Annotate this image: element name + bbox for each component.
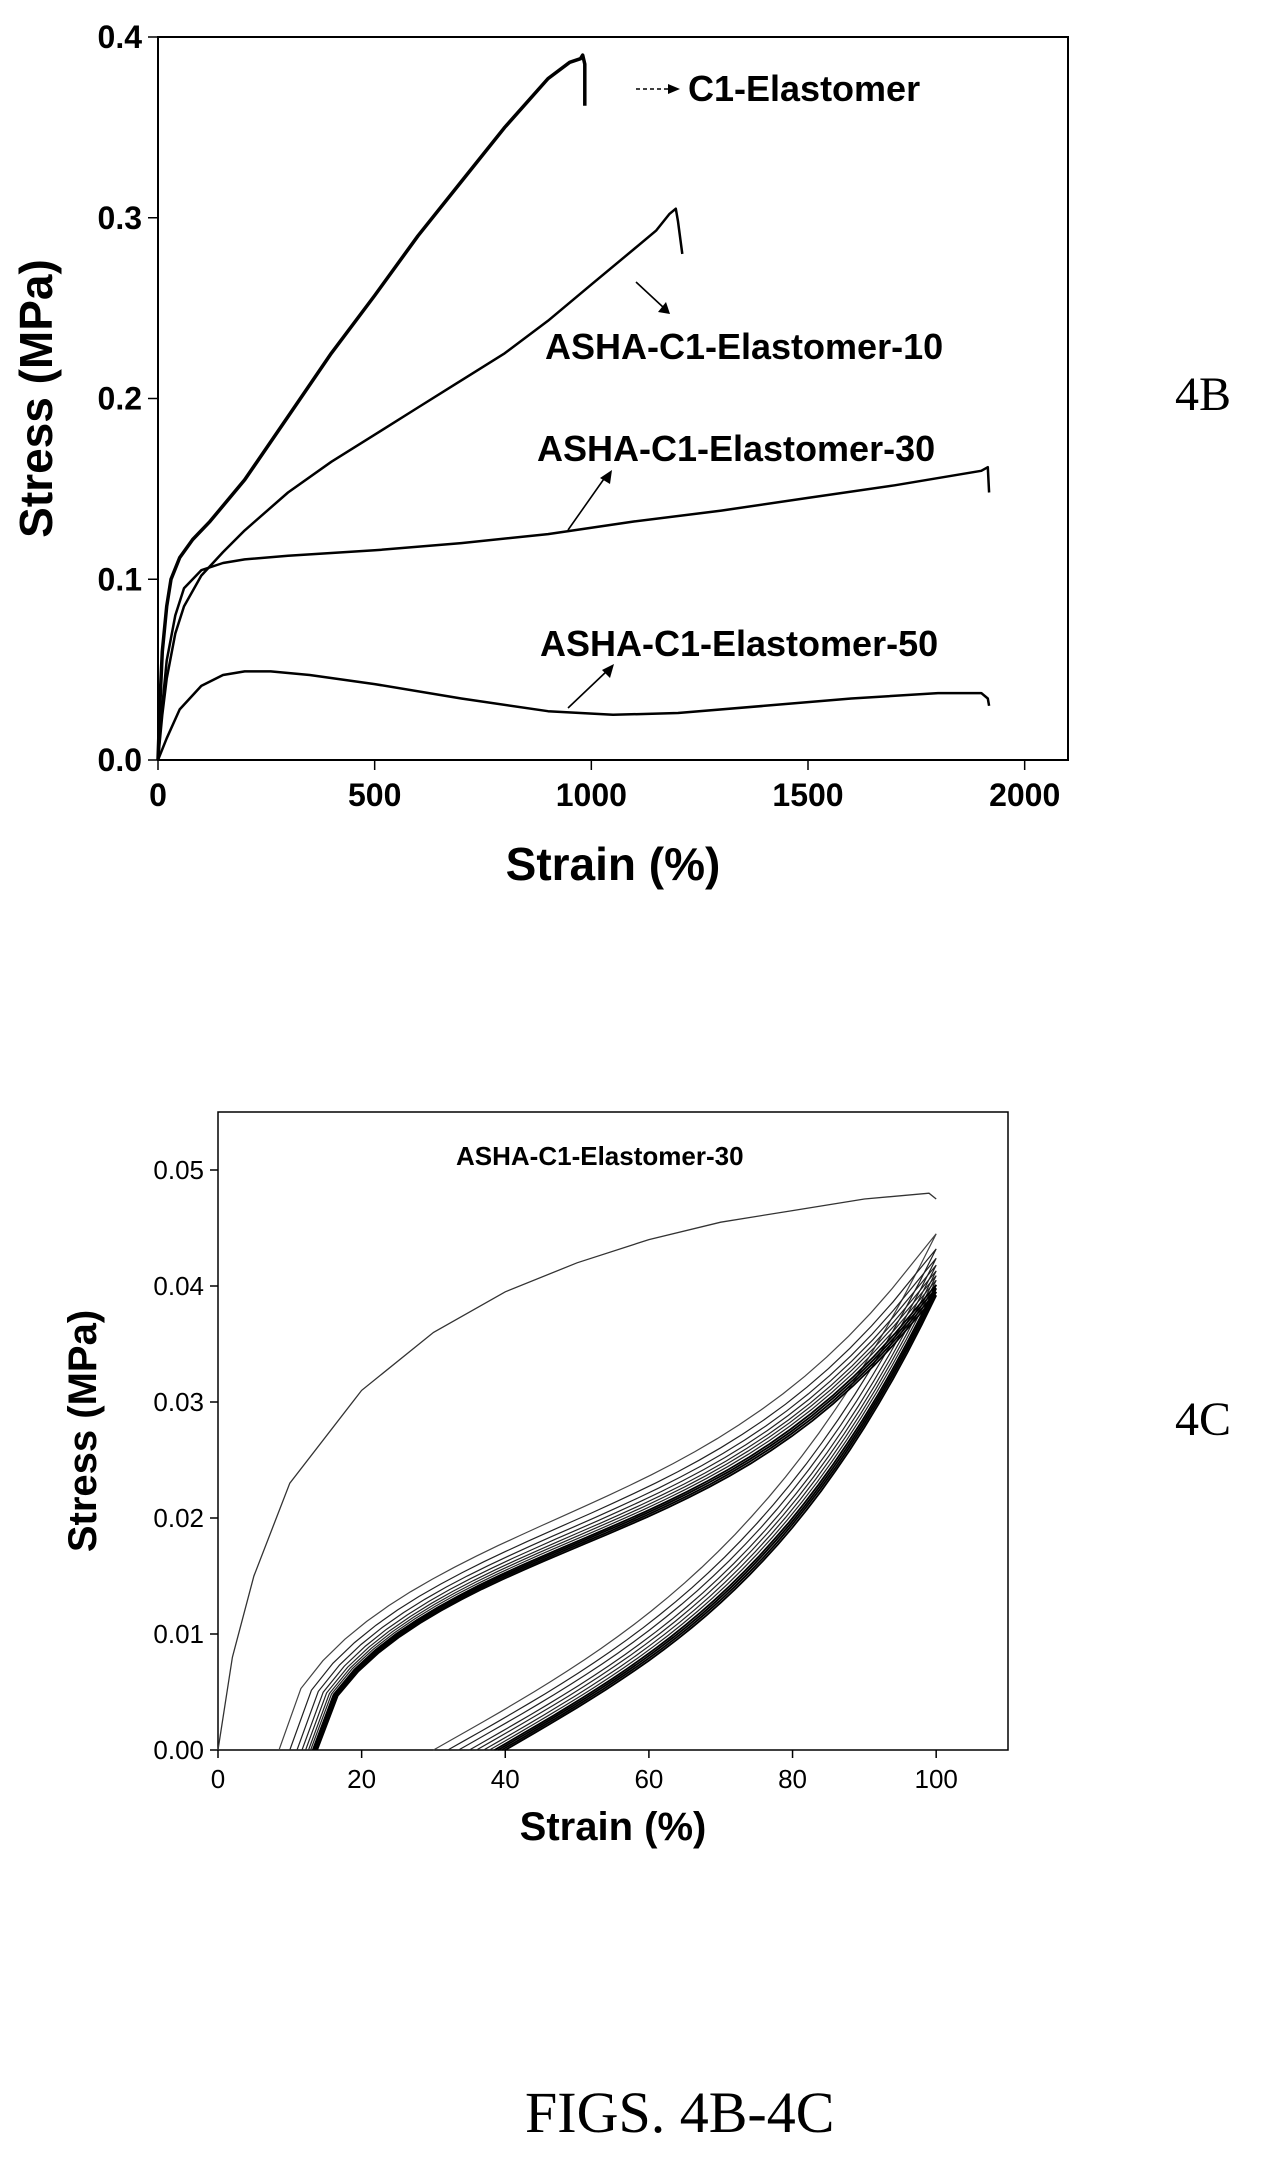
chart-4b-y-axis-title: Stress (MPa) <box>10 259 62 538</box>
chart-4b-x-ticks: 0 500 1000 1500 2000 <box>149 760 1060 813</box>
hysteresis-cycle-12 <box>316 1294 938 1751</box>
asha-50-arrowhead <box>602 664 614 678</box>
hysteresis-cycle-6 <box>305 1270 937 1751</box>
chart-4c-y-tick-label: 0.04 <box>153 1271 204 1301</box>
chart-4b-y-tick-label: 0.3 <box>98 200 142 236</box>
chart-4b-x-tick-label: 0 <box>149 777 167 813</box>
asha-50-arrow <box>567 669 609 709</box>
chart-4b-x-tick-label: 1500 <box>772 777 843 813</box>
chart-4c-x-tick-label: 0 <box>211 1764 225 1794</box>
asha-30-arrow <box>567 475 607 531</box>
panel-label-4b: 4B <box>1175 368 1231 421</box>
panel-label-4c: 4C <box>1175 1393 1231 1446</box>
chart-4b-x-tick-label: 2000 <box>989 777 1060 813</box>
hysteresis-cycle-10 <box>313 1287 938 1751</box>
chart-4c-x-tick-label: 60 <box>634 1764 663 1794</box>
series-asha-50-line <box>156 670 991 761</box>
chart-4c: 0 20 40 60 80 100 0.00 0.01 0.02 0.03 0.04 0.05 St… <box>61 1111 1009 1849</box>
hysteresis-cycle-4 <box>296 1257 937 1751</box>
chart-4c-y-axis-title: Stress (MPa) <box>61 1310 105 1552</box>
label-asha-c1-elastomer-50: ASHA-C1-Elastomer-50 <box>540 623 938 664</box>
series-c1-elastomer-line <box>156 53 587 761</box>
chart-4b: 0 500 1000 1500 2000 0.0 0.1 0.2 0.3 0.4 Strain … <box>10 19 1069 890</box>
chart-4b-y-tick-label: 0.1 <box>98 561 142 597</box>
chart-4b-y-tick-label: 0.4 <box>98 19 143 55</box>
chart-4b-y-tick-label: 0.0 <box>98 742 142 778</box>
chart-4b-x-axis-title: Strain (%) <box>506 838 721 890</box>
asha-10-arrowhead <box>658 302 670 314</box>
label-asha-c1-elastomer-30: ASHA-C1-Elastomer-30 <box>537 428 935 469</box>
chart-4c-y-tick-label: 0.03 <box>153 1387 204 1417</box>
chart-4c-x-tick-label: 100 <box>914 1764 957 1794</box>
hysteresis-cycle-5 <box>301 1264 937 1751</box>
series-asha-30-line <box>156 465 991 761</box>
chart-4b-series-group <box>156 53 991 761</box>
hysteresis-cycle-9 <box>311 1284 938 1751</box>
chart-4b-y-ticks: 0.0 0.1 0.2 0.3 0.4 <box>98 19 158 778</box>
figure-caption: FIGS. 4B-4C <box>525 2080 834 2145</box>
chart-4c-y-tick-label: 0.01 <box>153 1619 204 1649</box>
chart-4b-x-tick-label: 500 <box>348 777 401 813</box>
chart-4c-x-tick-label: 80 <box>778 1764 807 1794</box>
chart-4c-y-tick-label: 0.02 <box>153 1503 204 1533</box>
label-asha-c1-elastomer-10: ASHA-C1-Elastomer-10 <box>545 326 943 367</box>
hysteresis-cycle-8 <box>310 1279 937 1751</box>
chart-4b-y-tick-label: 0.2 <box>98 381 142 417</box>
chart-4c-x-tick-label: 40 <box>491 1764 520 1794</box>
chart-4c-x-axis-title: Strain (%) <box>520 1805 707 1849</box>
hysteresis-cycle-11 <box>314 1291 938 1751</box>
chart-4c-y-tick-label: 0.05 <box>153 1155 204 1185</box>
chart-4c-x-ticks: 0 20 40 60 80 100 <box>211 1750 958 1794</box>
first-loading-curve <box>217 1192 937 1751</box>
chart-4c-annotation: ASHA-C1-Elastomer-30 <box>456 1141 744 1171</box>
series-asha-10-line <box>156 207 684 761</box>
chart-4c-y-tick-label: 0.00 <box>153 1735 204 1765</box>
chart-4c-x-tick-label: 20 <box>347 1764 376 1794</box>
asha-10-arrow <box>635 281 665 309</box>
hysteresis-cycle-7 <box>307 1275 937 1751</box>
hysteresis-cycle-3 <box>289 1248 937 1751</box>
c1-elastomer-arrowhead <box>668 84 680 94</box>
asha-30-arrowhead <box>600 470 612 484</box>
label-c1-elastomer: C1-Elastomer <box>688 68 920 109</box>
chart-4c-y-ticks: 0.00 0.01 0.02 0.03 0.04 0.05 <box>153 1155 218 1765</box>
chart-4c-plot-frame <box>217 1111 1009 1751</box>
hysteresis-cycle-2 <box>278 1233 937 1751</box>
chart-4b-x-tick-label: 1000 <box>556 777 627 813</box>
chart-4c-cycles-group <box>217 1192 938 1751</box>
